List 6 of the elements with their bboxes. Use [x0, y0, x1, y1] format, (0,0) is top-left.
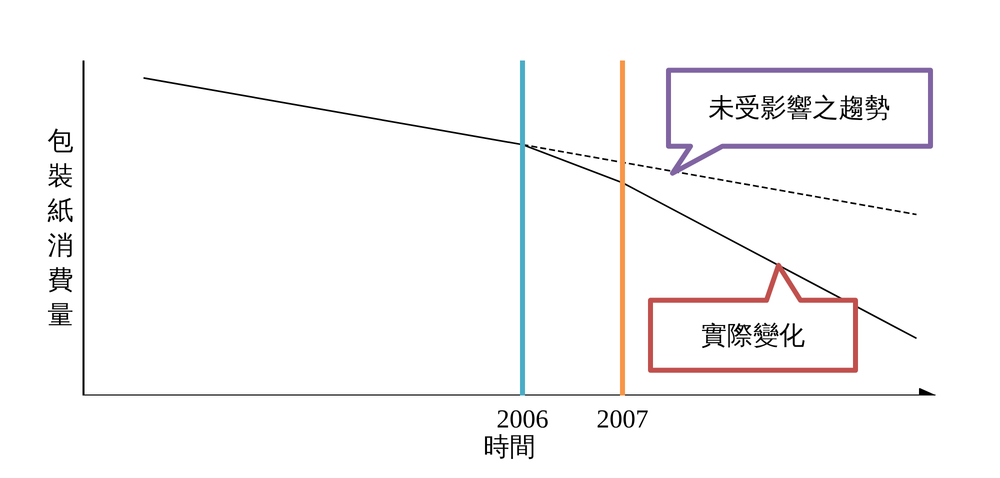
x-axis-title: 時間	[484, 432, 536, 462]
x-tick-label: 2007	[596, 404, 648, 434]
annotation: 實際變化	[701, 320, 805, 350]
x-tick-label: 2006	[496, 404, 548, 434]
annotation: 未受影響之趨勢	[708, 94, 890, 123]
y-axis-title: 包裝紙消費量	[48, 126, 74, 330]
